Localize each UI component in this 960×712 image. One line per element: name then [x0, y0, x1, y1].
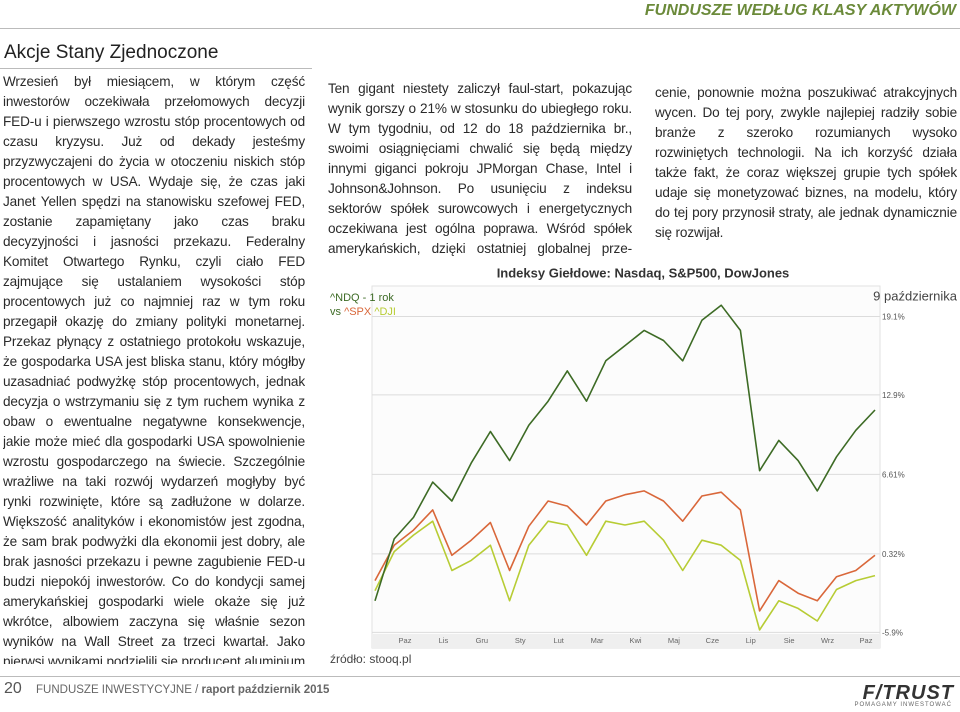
x-tick-label: Lis [439, 636, 449, 645]
legend: vs ^SPX ^DJI [330, 306, 396, 318]
x-axis-band [372, 634, 880, 648]
text-column: Wrzesień był miesiącem, w którym część i… [3, 74, 305, 664]
legend-note: - 1 rok [363, 292, 395, 304]
legend-entry: ^DJI [374, 306, 396, 318]
separator: / [195, 684, 199, 696]
publication: FUNDUSZE INWESTYCYJNE / raport październ… [36, 684, 329, 696]
legend: ^NDQ - 1 rok [330, 292, 394, 304]
article-title: Akcje Stany Zjednoczone [4, 42, 219, 63]
series-line [374, 304, 876, 602]
x-tick-label: Paz [399, 636, 412, 645]
y-tick-label: -5.9% [882, 629, 903, 638]
chart-title: Indeksy Giełdowe: Nasdaq, S&P500, DowJon… [497, 265, 790, 280]
y-tick-label: 19.1% [882, 313, 905, 322]
x-tick-label: Gru [476, 636, 489, 645]
logo: F/TRUST [862, 682, 954, 704]
series-line [374, 520, 876, 631]
x-tick-label: Sie [784, 636, 795, 645]
tagline: POMAGAMY INWESTOWAĆ [854, 702, 952, 708]
source: źródło: stooq.pl [330, 652, 411, 666]
x-tick-label: Mar [591, 636, 604, 645]
date-label: 9 października [873, 288, 958, 303]
y-tick-label: 6.61% [882, 470, 905, 479]
x-tick-label: Lip [746, 636, 756, 645]
page-number: 20 [4, 680, 22, 697]
plot-area [371, 285, 881, 649]
text-column: cenie, ponownie można poszukiwać atrakcy… [655, 85, 957, 240]
legend-vs: vs [330, 306, 342, 318]
chart: Indeksy Giełdowe: Nasdaq, S&P500, DowJon… [330, 265, 958, 666]
x-tick-label: Kwi [629, 636, 641, 645]
legend-entry: ^NDQ [330, 292, 360, 304]
section-header: FUNDUSZE WEDŁUG KLASY AKTYWÓW [644, 2, 956, 19]
y-tick-label: 0.32% [882, 550, 905, 559]
x-tick-label: Paz [860, 636, 873, 645]
x-tick-label: Maj [668, 636, 680, 645]
x-tick-label: Wrz [821, 636, 834, 645]
header-rule [0, 28, 960, 29]
publication-name: FUNDUSZE INWESTYCYJNE [36, 684, 192, 696]
issue: raport październik 2015 [201, 684, 330, 696]
legend-entry: ^SPX [344, 306, 372, 318]
title-rule [0, 68, 312, 69]
x-tick-label: Cze [706, 636, 719, 645]
x-tick-label: Lut [553, 636, 564, 645]
series-line [374, 490, 876, 612]
y-tick-label: 12.9% [882, 391, 905, 400]
footer-rule [0, 676, 960, 677]
text-column: Ten gigant niestety zaliczył faul-start,… [328, 81, 632, 256]
x-tick-label: Sty [515, 636, 526, 645]
